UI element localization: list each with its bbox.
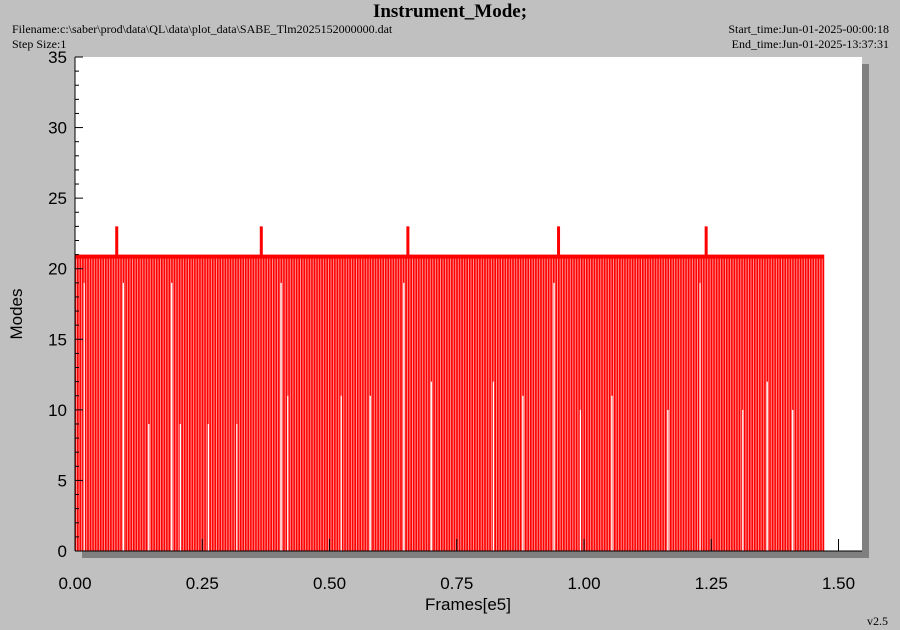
x-axis-label: Frames[e5]: [425, 595, 511, 614]
x-tick-label: 1.25: [695, 574, 728, 593]
ticks-layer: 0 5 10 15 20 25 30 35 0.00 0.25 0.50 0.75 1.00 1.25 1.…: [48, 48, 855, 593]
y-axis-label: Modes: [7, 288, 26, 339]
y-tick-label: 0: [58, 542, 67, 561]
version-label: v2.5: [867, 614, 888, 628]
x-tick-label: 0.75: [440, 574, 473, 593]
x-tick-label: 0.50: [313, 574, 346, 593]
series-spike: [406, 226, 410, 256]
x-tick-label: 0.00: [58, 574, 91, 593]
end-time-label: End_time:Jun-01-2025-13:37:31: [731, 37, 889, 51]
x-tick-label: 1.50: [822, 574, 855, 593]
series-fill-band: [75, 254, 825, 551]
series-drop-gaps: [76, 258, 823, 551]
y-tick-label: 35: [48, 48, 67, 67]
series-spike: [115, 226, 119, 256]
series-spike: [557, 226, 561, 256]
series-layer: [75, 226, 825, 551]
y-tick-label: 25: [48, 189, 67, 208]
y-tick-label: 10: [48, 401, 67, 420]
chart-title: Instrument_Mode;: [372, 1, 528, 22]
x-tick-label: 0.25: [186, 574, 219, 593]
step-size-label: Step Size:1: [12, 37, 67, 51]
filename-label: Filename:c:\saber\prod\data\QL\data\plot…: [12, 22, 393, 36]
y-tick-label: 15: [48, 330, 67, 349]
series-spike: [704, 226, 708, 256]
y-tick-label: 30: [48, 119, 67, 138]
y-tick-label: 5: [58, 471, 67, 490]
y-tick-label: 20: [48, 260, 67, 279]
series-spike: [259, 226, 263, 256]
start-time-label: Start_time:Jun-01-2025-00:00:18: [728, 22, 889, 36]
x-tick-label: 1.00: [567, 574, 600, 593]
